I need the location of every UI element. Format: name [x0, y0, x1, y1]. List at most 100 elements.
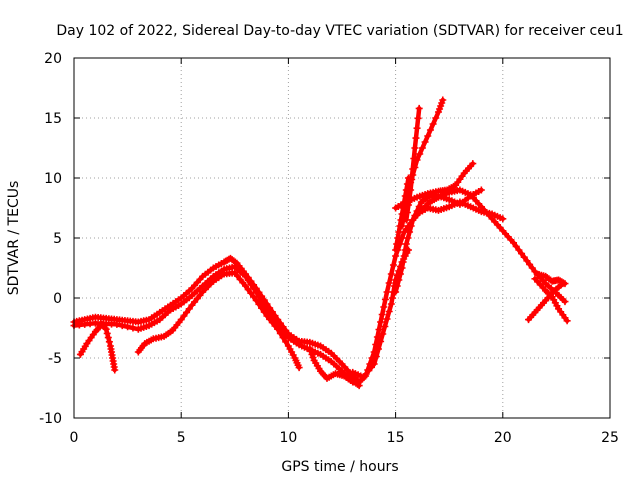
- x-tick-label: 10: [279, 430, 297, 446]
- data-point-marker: [561, 298, 569, 306]
- series-markers: [413, 198, 507, 223]
- data-point-marker: [523, 257, 531, 265]
- data-point-marker: [183, 308, 191, 316]
- data-point-marker: [409, 171, 417, 179]
- data-point-marker: [242, 282, 250, 290]
- data-point-marker: [528, 264, 536, 272]
- data-point-marker: [247, 280, 255, 288]
- data-point-marker: [393, 240, 401, 248]
- data-point-marker: [415, 104, 423, 112]
- data-point-marker: [415, 203, 423, 210]
- data-point-marker: [250, 284, 258, 292]
- series-markers: [306, 344, 357, 386]
- data-point-marker: [276, 329, 284, 337]
- data-point-marker: [247, 289, 255, 297]
- data-point-marker: [385, 279, 393, 287]
- data-point-marker: [411, 144, 419, 152]
- y-axis-tick-labels: -10 -5 0 5 10 15 20: [39, 51, 62, 427]
- data-point-marker: [355, 382, 363, 390]
- data-point-marker: [104, 334, 112, 342]
- data-point-marker: [374, 345, 382, 353]
- data-point-marker: [400, 252, 408, 260]
- data-point-marker: [406, 228, 414, 236]
- data-point-marker: [512, 242, 520, 250]
- series-trace-15: [531, 275, 571, 325]
- data-point-marker: [377, 318, 385, 326]
- data-point-marker: [395, 276, 403, 284]
- data-point-marker: [398, 210, 406, 218]
- series-trace-11: [398, 96, 447, 230]
- series-trace-9: [413, 198, 507, 223]
- data-point-marker: [426, 126, 434, 134]
- data-point-marker: [185, 305, 193, 313]
- x-axis-label: GPS time / hours: [281, 459, 398, 475]
- data-point-marker: [295, 364, 303, 372]
- x-tick-label: 0: [70, 430, 79, 446]
- data-point-marker: [413, 156, 421, 164]
- data-point-marker: [255, 300, 263, 308]
- data-point-marker: [102, 325, 110, 333]
- data-point-marker: [421, 138, 429, 146]
- data-point-marker: [260, 308, 268, 316]
- data-point-marker: [383, 315, 391, 323]
- chart-title: Day 102 of 2022, Sidereal Day-to-day VTE…: [56, 23, 623, 39]
- data-point-marker: [393, 282, 401, 290]
- data-point-marker: [526, 260, 534, 268]
- data-point-marker: [101, 324, 109, 332]
- data-point-marker: [389, 261, 397, 269]
- data-point-marker: [282, 338, 290, 346]
- data-point-marker: [402, 240, 410, 248]
- data-point-marker: [429, 120, 437, 128]
- x-tick-label: 20: [494, 430, 512, 446]
- data-point-marker: [401, 246, 409, 254]
- data-point-marker: [111, 366, 119, 374]
- data-point-marker: [418, 144, 426, 152]
- data-point-marker: [250, 293, 258, 301]
- data-point-marker: [400, 198, 408, 206]
- data-point-marker: [520, 253, 528, 261]
- data-point-marker: [387, 270, 395, 278]
- data-point-marker: [244, 276, 252, 284]
- data-point-marker: [399, 258, 407, 266]
- data-point-marker: [370, 360, 378, 368]
- y-tick-label: 10: [44, 171, 62, 187]
- data-point-marker: [252, 296, 260, 304]
- series-group: [70, 96, 571, 390]
- data-point-marker: [383, 288, 391, 296]
- data-point-marker: [402, 186, 410, 194]
- data-point-marker: [380, 303, 388, 311]
- data-point-marker: [518, 250, 526, 258]
- data-point-marker: [258, 304, 266, 312]
- data-point-marker: [377, 338, 385, 345]
- data-point-marker: [439, 96, 447, 104]
- series-markers: [533, 270, 569, 288]
- x-tick-label: 15: [387, 430, 405, 446]
- data-point-marker: [396, 222, 404, 230]
- series-markers: [392, 174, 412, 254]
- data-point-marker: [381, 323, 389, 330]
- data-point-marker: [387, 300, 395, 308]
- data-point-marker: [349, 378, 357, 386]
- data-point-marker: [398, 264, 406, 272]
- data-point-marker: [416, 150, 424, 158]
- axes-ticks: [73, 57, 611, 419]
- data-point-marker: [375, 326, 383, 333]
- x-tick-label: 25: [601, 430, 619, 446]
- data-point-marker: [103, 329, 111, 337]
- series-trace-13: [525, 280, 567, 324]
- data-point-marker: [477, 186, 485, 194]
- x-axis-tick-labels: 0 5 10 15 20 25: [70, 430, 619, 446]
- data-point-marker: [404, 174, 412, 182]
- data-point-marker: [394, 234, 402, 242]
- data-point-marker: [404, 234, 412, 242]
- series-trace-4: [134, 269, 303, 372]
- data-point-marker: [413, 124, 421, 132]
- data-point-marker: [432, 114, 440, 122]
- y-tick-label: 0: [53, 291, 62, 307]
- data-point-marker: [242, 272, 250, 280]
- data-point-marker: [395, 228, 403, 236]
- data-point-marker: [379, 330, 387, 338]
- data-point-marker: [414, 114, 422, 122]
- y-axis-label: SDTVAR / TECUs: [6, 181, 22, 296]
- y-tick-label: 5: [53, 231, 62, 247]
